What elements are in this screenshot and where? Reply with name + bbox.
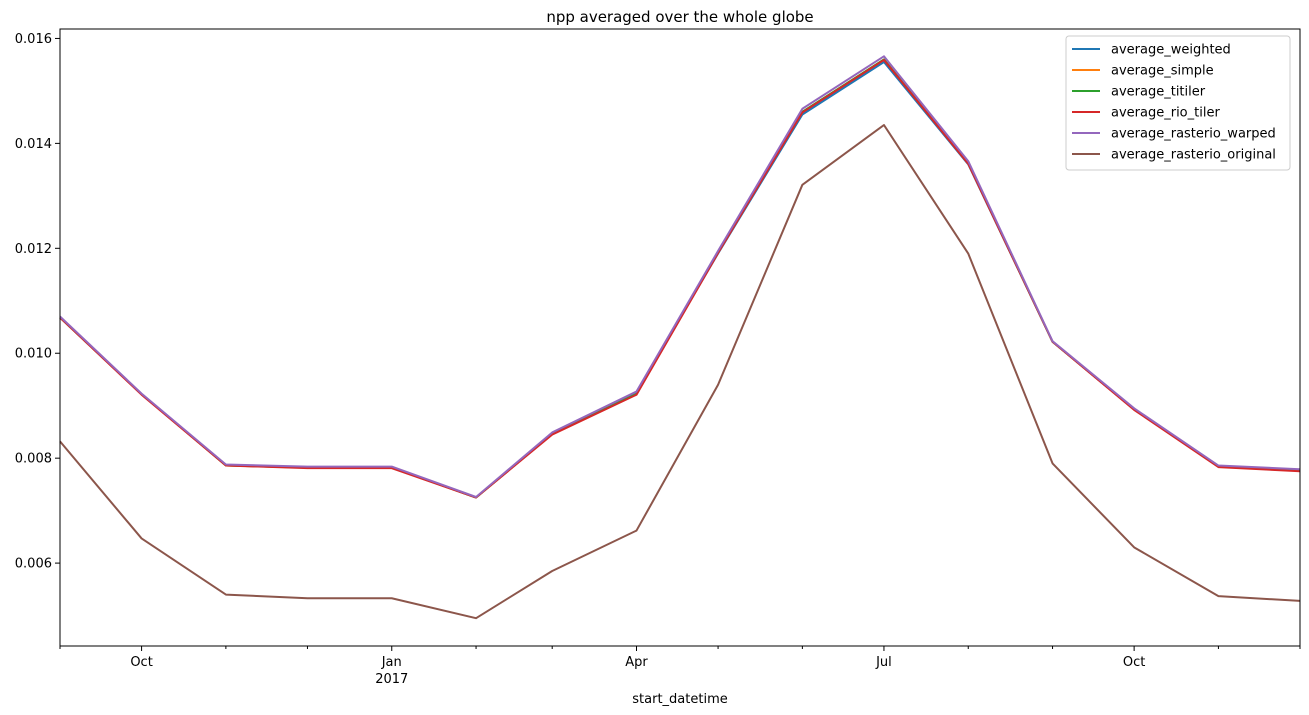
x-axis-label: start_datetime [632,692,727,707]
series-line-average-rasterio-warped [59,55,1301,498]
y-tick-label: 0.010 [15,347,52,362]
legend-label: average_simple [1111,64,1214,79]
y-tick-label: 0.006 [15,557,52,572]
axes-frame [59,28,1301,647]
legend-box [1065,35,1291,171]
x-tick-label: Oct [1123,655,1145,670]
x-tick-sublabel: 2017 [375,672,408,687]
legend-label: average_titiler [1111,85,1206,100]
x-tick-label: Jul [875,655,892,670]
x-tick-label: Oct [130,655,152,670]
legend-label: average_rio_tiler [1111,106,1220,121]
y-axis: 0.006 0.008 0.010 0.012 0.014 0.016 [15,32,60,572]
y-tick-label: 0.008 [15,452,52,467]
y-tick-label: 0.014 [15,137,52,152]
chart-title: npp averaged over the whole globe [546,8,813,26]
legend-label: average_weighted [1111,43,1231,58]
legend-label: average_rasterio_original [1111,148,1276,163]
series-line-average-rasterio-original [59,124,1301,620]
y-tick-label: 0.016 [15,32,52,47]
y-tick-label: 0.012 [15,242,52,257]
series-layer [59,55,1301,620]
x-tick-label: Apr [625,655,648,670]
x-axis: Oct Jan 2017 Apr Jul Oct [59,646,1301,687]
x-tick-label: Jan [381,655,402,670]
legend-label: average_rasterio_warped [1111,127,1276,142]
legend: average_weighted average_simple average_ti… [1065,35,1291,171]
